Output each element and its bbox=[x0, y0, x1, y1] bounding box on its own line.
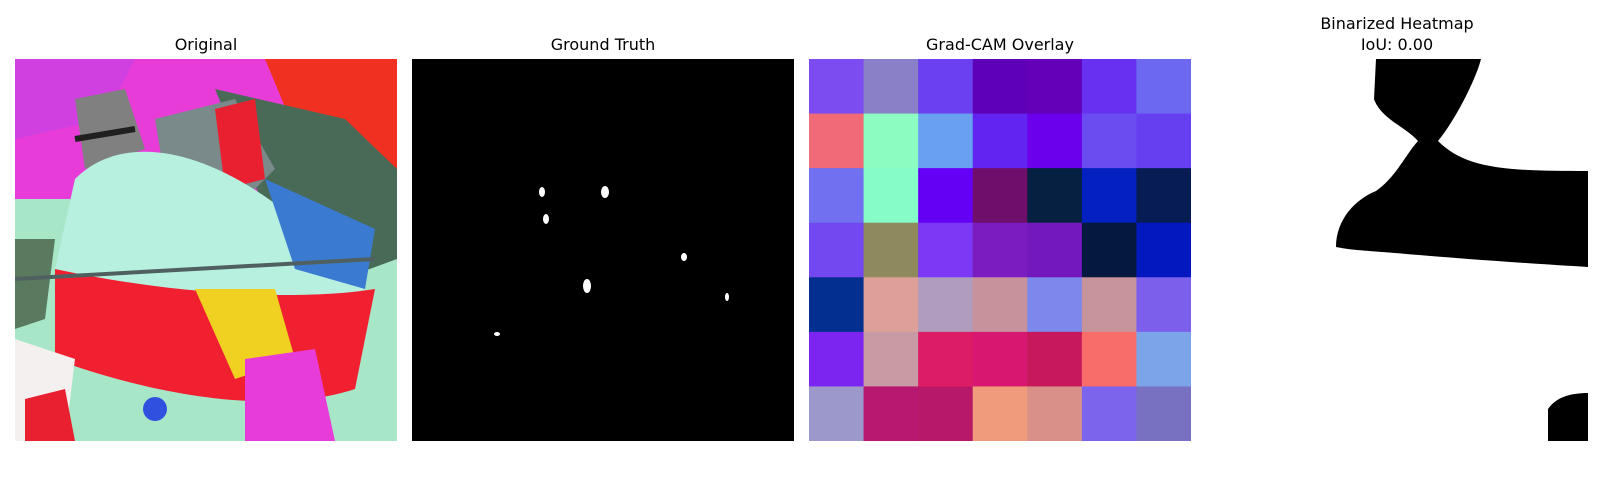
gradcam-cell bbox=[809, 222, 865, 278]
gradcam-cell bbox=[1081, 59, 1137, 115]
gradcam-cell bbox=[918, 113, 974, 169]
gradcam-cell bbox=[1027, 59, 1083, 115]
binarized-panel: Binarized Heatmap IoU: 0.00 bbox=[1206, 0, 1588, 460]
gradcam-cell bbox=[1136, 277, 1191, 333]
gradcam-cell bbox=[1136, 59, 1191, 115]
gradcam-cell bbox=[1027, 222, 1083, 278]
gradcam-cell bbox=[918, 222, 974, 278]
gradcam-cell bbox=[1136, 113, 1191, 169]
original-title: Original bbox=[174, 35, 238, 54]
gradcam-panel: Grad-CAM Overlay bbox=[809, 0, 1191, 460]
gradcam-cell bbox=[972, 113, 1028, 169]
ground-truth-title: Ground Truth bbox=[550, 35, 656, 54]
gradcam-cell bbox=[972, 222, 1028, 278]
ground-truth-mask bbox=[412, 59, 794, 441]
gradcam-cell bbox=[972, 386, 1028, 441]
gradcam-cell bbox=[972, 59, 1028, 115]
gradcam-cell bbox=[918, 277, 974, 333]
gradcam-cell bbox=[1081, 277, 1137, 333]
gradcam-cell bbox=[918, 331, 974, 387]
gradcam-cell bbox=[863, 59, 919, 115]
original-panel: Original bbox=[15, 0, 397, 460]
gradcam-cell bbox=[1136, 386, 1191, 441]
gradcam-cell bbox=[972, 331, 1028, 387]
binarized-title: Binarized Heatmap bbox=[1320, 14, 1474, 33]
gradcam-cell bbox=[1081, 113, 1137, 169]
gradcam-cell bbox=[1027, 113, 1083, 169]
gradcam-cell bbox=[863, 386, 919, 441]
gradcam-cell bbox=[918, 59, 974, 115]
gradcam-cell bbox=[809, 331, 865, 387]
gradcam-cell bbox=[809, 168, 865, 224]
gradcam-cell bbox=[809, 113, 865, 169]
gradcam-cell bbox=[1081, 222, 1137, 278]
gradcam-cell bbox=[1027, 386, 1083, 441]
gradcam-cell bbox=[863, 113, 919, 169]
gradcam-cell bbox=[1027, 277, 1083, 333]
gradcam-cell bbox=[972, 168, 1028, 224]
iou-label: IoU: 0.00 bbox=[1360, 35, 1434, 54]
gradcam-cell bbox=[918, 168, 974, 224]
gradcam-cell bbox=[809, 277, 865, 333]
gradcam-cell bbox=[1136, 331, 1191, 387]
gradcam-cell bbox=[1081, 331, 1137, 387]
gradcam-cell bbox=[1027, 168, 1083, 224]
gradcam-cell bbox=[863, 168, 919, 224]
gradcam-cell bbox=[918, 386, 974, 441]
gradcam-cell bbox=[1081, 386, 1137, 441]
gradcam-cell bbox=[1136, 222, 1191, 278]
gradcam-overlay-grid bbox=[809, 59, 1191, 441]
gradcam-cell bbox=[809, 59, 865, 115]
original-image bbox=[15, 59, 397, 441]
gradcam-cell bbox=[863, 331, 919, 387]
gradcam-cell bbox=[972, 277, 1028, 333]
gradcam-cell bbox=[809, 386, 865, 441]
binarized-heatmap bbox=[1206, 59, 1588, 441]
gradcam-cell bbox=[1136, 168, 1191, 224]
gradcam-cell bbox=[1081, 168, 1137, 224]
ground-truth-panel: Ground Truth bbox=[412, 0, 794, 460]
gradcam-cell bbox=[863, 277, 919, 333]
gradcam-cell bbox=[1027, 331, 1083, 387]
gradcam-cell bbox=[863, 222, 919, 278]
gradcam-title: Grad-CAM Overlay bbox=[926, 35, 1074, 54]
